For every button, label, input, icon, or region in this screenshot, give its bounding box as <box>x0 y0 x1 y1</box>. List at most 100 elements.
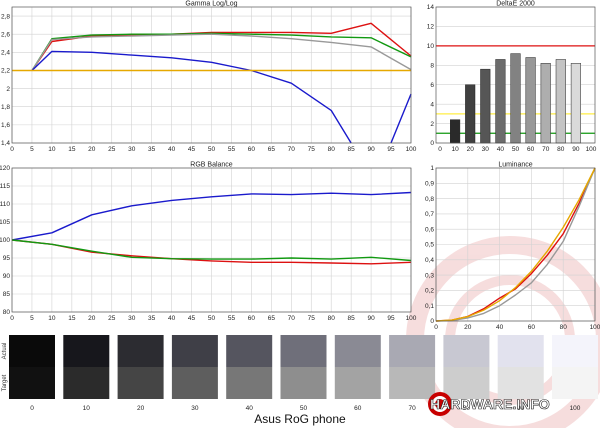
swatch-actual <box>389 335 436 367</box>
swatch-label: 100 <box>570 405 581 412</box>
deltae-y-tick-label: 0 <box>430 140 434 147</box>
swatch-actual <box>226 335 273 367</box>
rgb-plot-frame <box>11 167 412 313</box>
footer-title: Asus RoG phone <box>254 412 346 426</box>
rgb-x-tick-label: 95 <box>387 315 395 322</box>
gamma-series-red-line <box>31 22 412 71</box>
swatch-row-label-target: Target <box>2 374 8 391</box>
swatch-label: 90 <box>517 405 525 412</box>
swatch-label: 20 <box>137 405 145 412</box>
rgb-x-tick-label: 90 <box>367 315 375 322</box>
luminance-y-tick-label: 0,4 <box>425 257 434 264</box>
gamma-y-tick-label: 1,6 <box>1 122 10 129</box>
luminance-title: Luminance <box>498 162 532 169</box>
deltae-x-tick-label: 80 <box>557 146 565 153</box>
gamma-y-tick-label: 1,4 <box>1 140 10 147</box>
swatch-actual <box>171 335 218 367</box>
gamma-x-tick-label: 5 <box>30 146 34 153</box>
swatch-actual <box>9 335 55 367</box>
rgb-y-tick-label: 95 <box>3 255 11 262</box>
rgb-y-tick-label: 120 <box>0 165 10 172</box>
swatch-target <box>334 367 381 399</box>
swatch-target <box>63 367 110 399</box>
gamma-x-tick-label: 25 <box>108 146 116 153</box>
rgb-x-tick-label: 60 <box>248 315 256 322</box>
luminance-x-tick-label: 0 <box>434 324 438 331</box>
luminance-x-tick-label: 20 <box>464 324 472 331</box>
deltae-bar <box>555 59 566 144</box>
swatch-target <box>226 367 273 399</box>
luminance-y-tick-label: 0,1 <box>425 303 434 310</box>
rgb-y-tick-label: 110 <box>0 201 10 208</box>
rgb-series-green-line <box>11 239 412 262</box>
rgb-x-tick-label: 30 <box>128 315 136 322</box>
swatch-target <box>389 367 436 399</box>
swatch-target <box>9 367 55 399</box>
deltae-x-tick-label: 60 <box>527 146 535 153</box>
rgb-x-tick-label: 55 <box>228 315 236 322</box>
gamma-x-tick-label: 65 <box>268 146 276 153</box>
deltae-bar <box>525 57 536 144</box>
deltae-y-tick-label: 14 <box>427 4 435 11</box>
swatch-target <box>117 367 164 399</box>
gamma-x-tick-label: 90 <box>367 146 375 153</box>
luminance-x-tick-label: 100 <box>590 324 600 331</box>
rgb-x-tick-label: 25 <box>108 315 116 322</box>
deltae-plot-frame <box>435 6 596 144</box>
swatch-target <box>171 367 218 399</box>
swatch-actual <box>334 335 381 367</box>
luminance-x-tick-label: 40 <box>496 324 504 331</box>
gamma-x-tick-label: 60 <box>248 146 256 153</box>
deltae-bar <box>480 68 491 144</box>
gamma-x-tick-label: 45 <box>188 146 196 153</box>
gamma-x-tick-label: 40 <box>168 146 176 153</box>
rgb-x-tick-label: 80 <box>328 315 336 322</box>
gamma-x-tick-label: 55 <box>228 146 236 153</box>
rgb-x-tick-label: 35 <box>148 315 156 322</box>
gamma-x-tick-label: 30 <box>128 146 136 153</box>
rgb-x-tick-label: 10 <box>48 315 56 322</box>
gamma-series-blue-line <box>390 93 412 144</box>
swatch-label: 30 <box>191 405 199 412</box>
gamma-x-tick-label: 75 <box>308 146 316 153</box>
rgb-x-tick-label: 5 <box>30 315 34 322</box>
gamma-y-tick-label: 2 <box>6 86 10 93</box>
deltae-title: DeltaE 2000 <box>496 1 535 8</box>
deltae-bar <box>570 63 581 144</box>
deltae-x-tick-label: 50 <box>512 146 520 153</box>
gamma-series-green-line <box>31 32 412 71</box>
gamma-y-tick-label: 2,6 <box>1 31 10 38</box>
deltae-x-tick-label: 100 <box>586 146 597 153</box>
swatch-target <box>280 367 327 399</box>
luminance-series-target-line <box>435 167 596 322</box>
luminance-y-tick-label: 0,8 <box>425 196 434 203</box>
gamma-plot-frame <box>11 6 412 144</box>
swatch-target <box>552 367 598 399</box>
swatch-target <box>443 367 490 399</box>
swatch-actual <box>497 335 544 367</box>
luminance-y-tick-label: 0,7 <box>425 211 434 218</box>
gamma-y-tick-label: 2,2 <box>1 68 10 75</box>
luminance-y-tick-label: 0,5 <box>425 242 434 249</box>
rgb-x-tick-label: 40 <box>168 315 176 322</box>
gamma-x-tick-label: 20 <box>88 146 96 153</box>
swatch-label: 0 <box>30 405 34 412</box>
swatch-label: 60 <box>354 405 362 412</box>
deltae-y-tick-label: 12 <box>427 24 435 31</box>
gamma-x-tick-label: 15 <box>68 146 76 153</box>
luminance-series-gray-line <box>435 167 596 322</box>
swatch-row-label-actual: Actual <box>2 343 8 360</box>
luminance-x-tick-label: 80 <box>560 324 568 331</box>
gamma-x-tick-label: 70 <box>288 146 296 153</box>
rgb-x-tick-label: 65 <box>268 315 276 322</box>
logo-text: HARDWARE.INFO <box>430 396 550 412</box>
deltae-bar <box>495 59 506 144</box>
gamma-x-tick-label: 85 <box>348 146 356 153</box>
swatch-label: 50 <box>300 405 308 412</box>
rgb-y-tick-label: 80 <box>3 309 11 316</box>
swatch-label: 40 <box>246 405 254 412</box>
gamma-x-tick-label: 0 <box>10 146 14 153</box>
hardware-info-logo: HARDWARE.INFO <box>428 392 550 416</box>
deltae-x-tick-label: 10 <box>451 146 459 153</box>
luminance-x-tick-label: 60 <box>528 324 536 331</box>
